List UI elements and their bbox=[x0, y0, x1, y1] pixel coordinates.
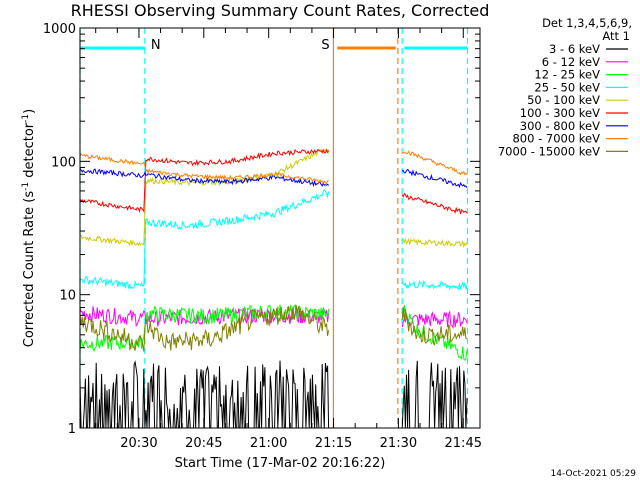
series-line-12to25keV bbox=[79, 303, 330, 352]
legend-entry-label: 800 - 7000 keV bbox=[512, 132, 600, 146]
series-line-3to6keV bbox=[79, 360, 330, 429]
legend-entry-label: 7000 - 15000 keV bbox=[498, 144, 600, 158]
series-line-800to7000keV bbox=[401, 150, 468, 176]
y-axis-label: Corrected Count Rate (s-1 detector-1) bbox=[21, 109, 37, 347]
x-axis-label: Start Time (17-Mar-02 20:16:22) bbox=[175, 456, 386, 471]
x-tick-label: 21:30 bbox=[380, 436, 417, 451]
legend-entry-label: 6 - 12 keV bbox=[542, 55, 600, 69]
series-line-3to6keV bbox=[401, 360, 468, 429]
x-tick-label: 20:45 bbox=[185, 436, 222, 451]
chart-title: RHESSI Observing Summary Count Rates, Co… bbox=[71, 1, 490, 20]
legend-header-1: Det 1,3,4,5,6,9, bbox=[542, 16, 632, 30]
series-line-100to300keV bbox=[401, 192, 468, 215]
plot-frame bbox=[79, 27, 481, 429]
x-tick-label: 21:45 bbox=[445, 436, 482, 451]
x-tick-label: 21:00 bbox=[250, 436, 287, 451]
series-line-6to12keV bbox=[401, 310, 468, 329]
series-line-25to50keV bbox=[79, 188, 330, 290]
x-tick-label: 20:30 bbox=[120, 436, 157, 451]
series-line-12to25keV bbox=[401, 304, 468, 361]
x-axis: 20:30 20:45 21:00 21:15 21:30 21:45 bbox=[95, 28, 482, 451]
series-line-7000to15000keV bbox=[79, 305, 330, 352]
series-line-7000to15000keV bbox=[401, 307, 468, 346]
legend-entry-label: 3 - 6 keV bbox=[549, 42, 600, 56]
legend-entry-label: 12 - 25 keV bbox=[534, 68, 600, 82]
series-line-300to800keV bbox=[79, 168, 329, 188]
y-axis: 1 10 100 1000 bbox=[43, 22, 480, 437]
y-tick-label: 10 bbox=[59, 289, 76, 304]
legend-entry-label: 25 - 50 keV bbox=[534, 80, 600, 94]
legend-entry-label: 300 - 800 keV bbox=[520, 119, 600, 133]
x-tick-label: 21:15 bbox=[315, 436, 352, 451]
series-line-300to800keV bbox=[401, 168, 468, 189]
legend-header-2: Att 1 bbox=[602, 29, 630, 43]
series-line-100to300keV bbox=[79, 148, 330, 213]
legend-entry-label: 50 - 100 keV bbox=[527, 93, 600, 107]
y-tick-label: 1000 bbox=[43, 22, 76, 37]
marker-label: N bbox=[151, 38, 161, 53]
series-line-50to100keV bbox=[401, 237, 468, 249]
timestamp: 14-Oct-2021 05:29 bbox=[551, 469, 637, 479]
legend-entry-label: 100 - 300 keV bbox=[520, 106, 600, 120]
y-tick-label: 100 bbox=[51, 155, 76, 170]
series-line-25to50keV bbox=[401, 279, 468, 291]
y-tick-label: 1 bbox=[68, 422, 76, 437]
marker-label: S bbox=[321, 38, 329, 53]
series-line-800to7000keV bbox=[79, 152, 329, 185]
series-line-50to100keV bbox=[79, 147, 330, 247]
